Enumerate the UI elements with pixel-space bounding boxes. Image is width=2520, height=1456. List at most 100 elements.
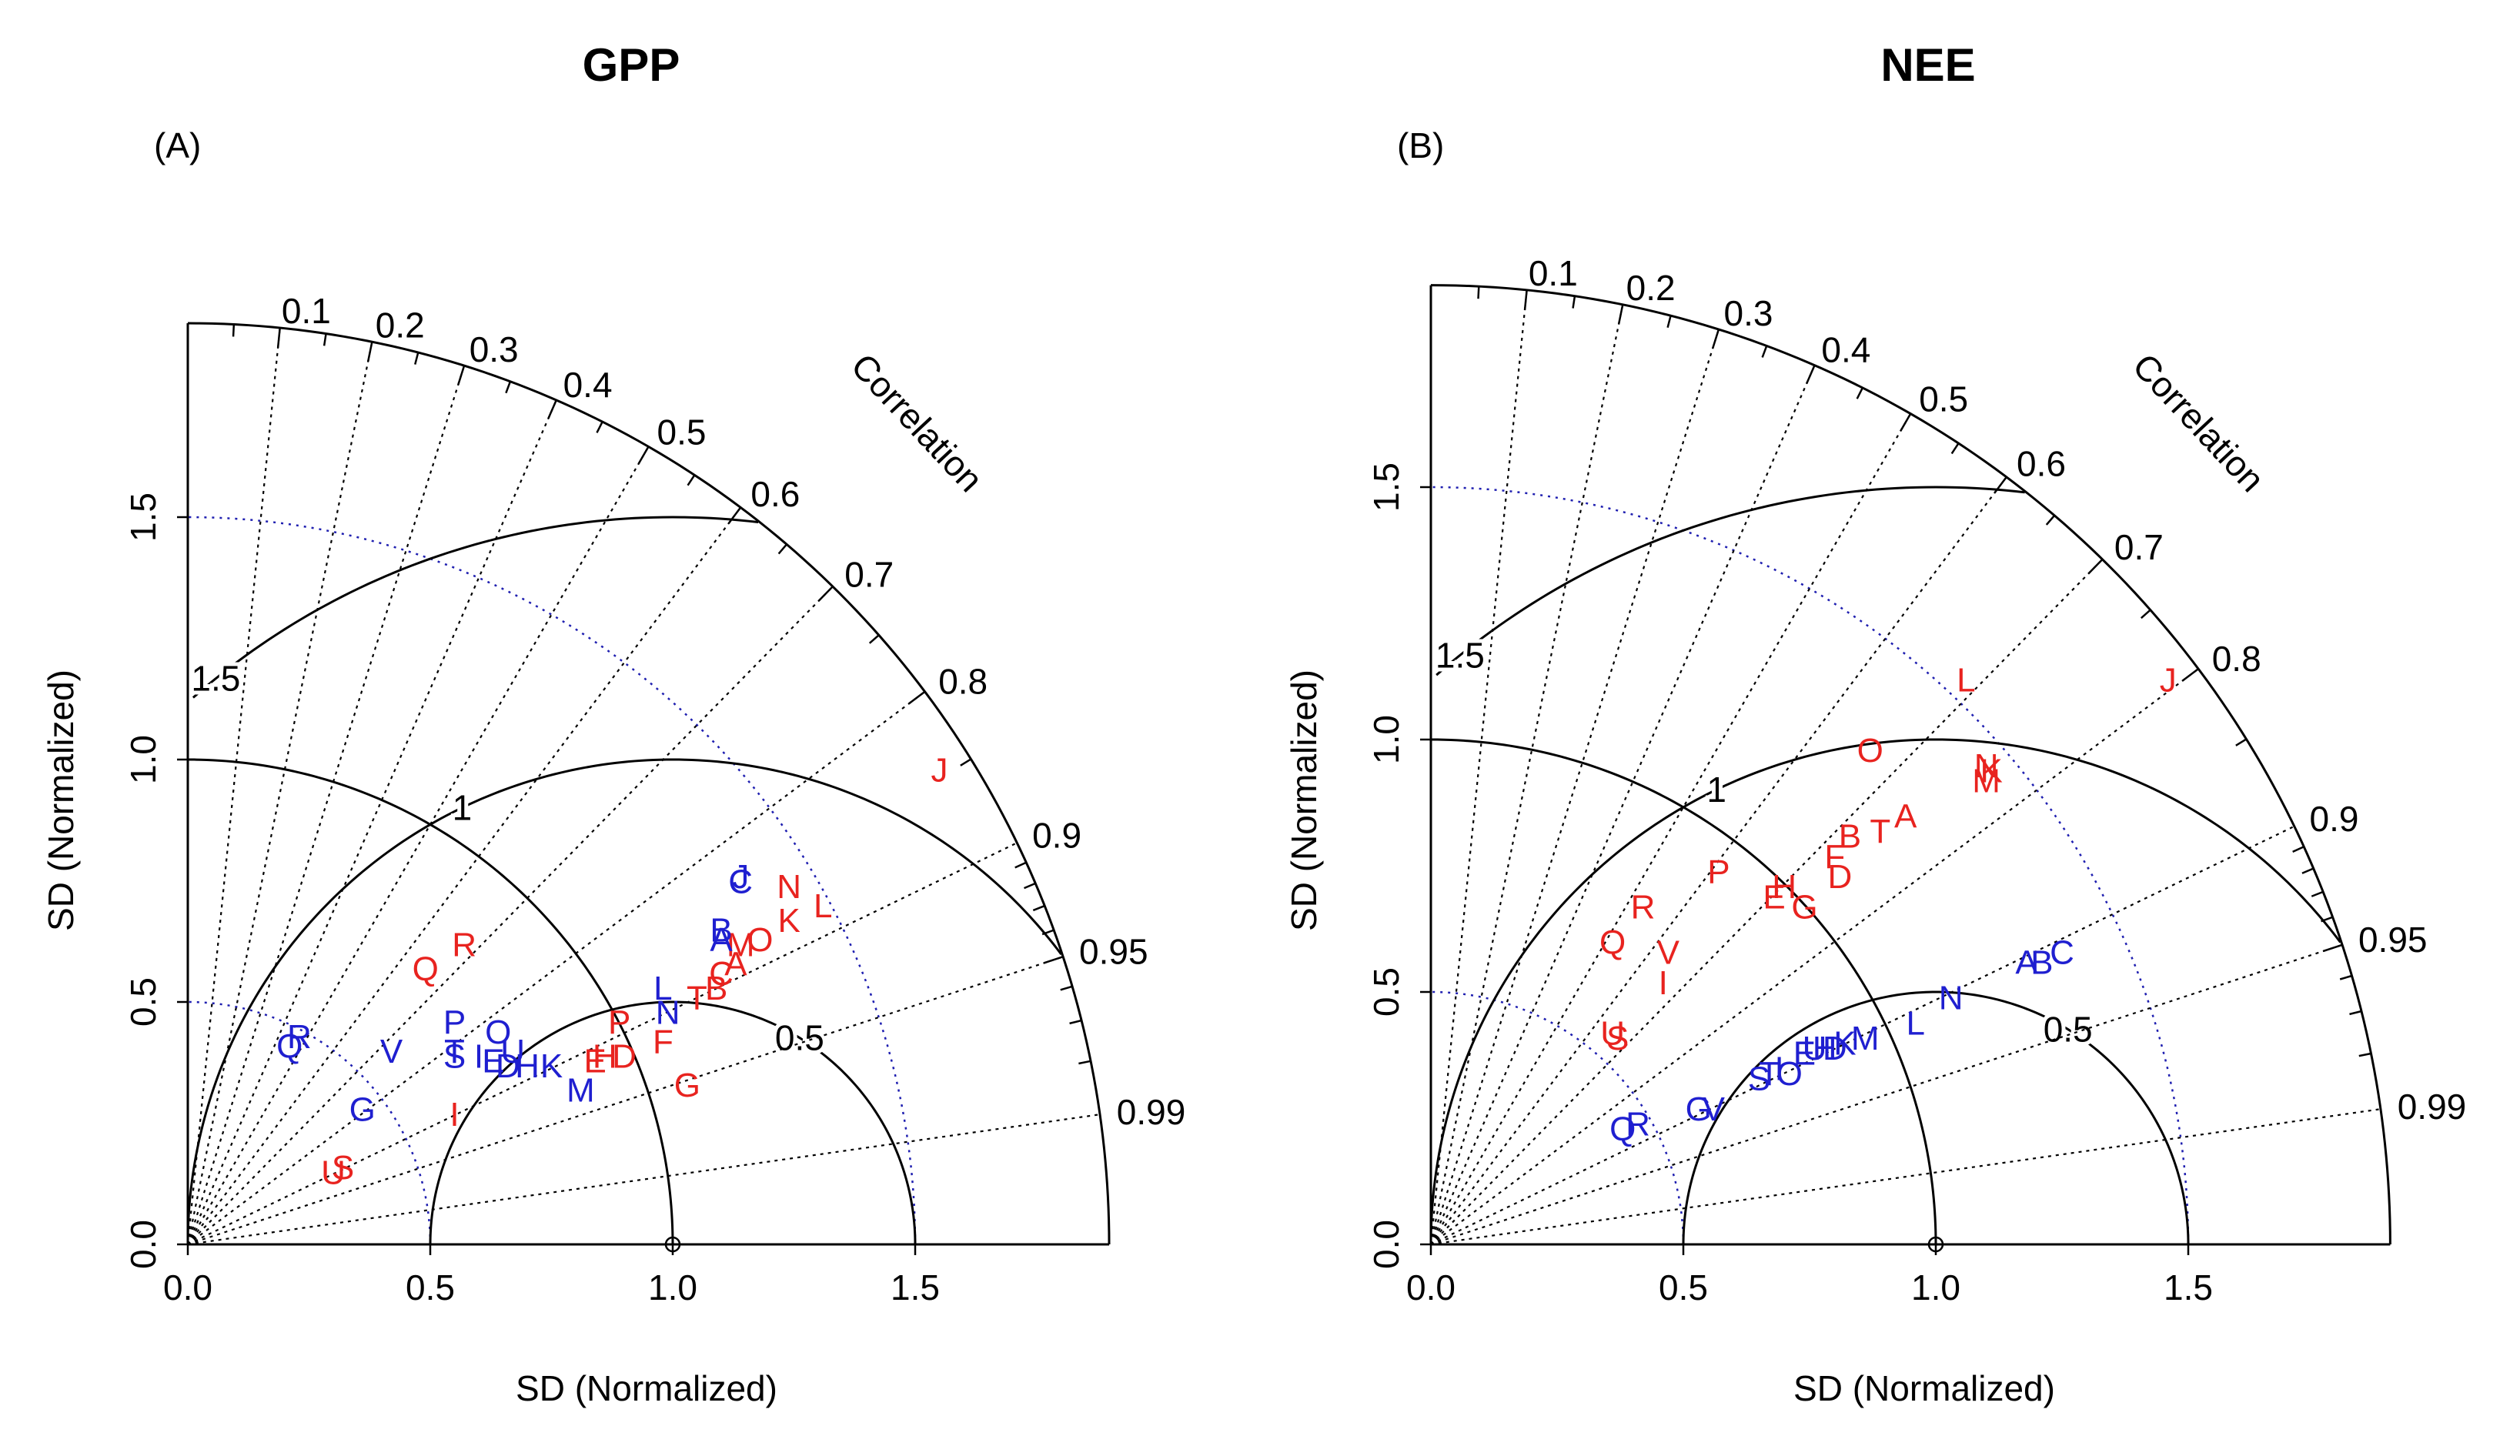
reference-point	[1927, 1236, 1944, 1253]
correlation-tick	[457, 365, 466, 386]
correlation-tick-label: 0.2	[1626, 268, 1676, 308]
correlation-tick-label: 0.3	[470, 329, 519, 369]
correlation-tick	[2339, 974, 2352, 980]
blue-point: M	[566, 1071, 595, 1109]
blue-point: E	[482, 1043, 504, 1080]
sd-reference-arc	[187, 758, 674, 1245]
correlation-tick	[2087, 559, 2104, 575]
correlation-ray	[187, 506, 742, 1245]
red-point: U	[321, 1154, 346, 1192]
correlation-tick	[2045, 515, 2056, 526]
correlation-tick	[2321, 916, 2334, 923]
red-point: Q	[413, 950, 439, 988]
correlation-tick	[1069, 1019, 1082, 1025]
panel-title: GPP	[583, 39, 680, 91]
rms-label: 0.5	[2044, 1010, 2093, 1050]
correlation-ray	[1430, 943, 2343, 1246]
correlation-tick-label: 0.5	[657, 412, 707, 452]
red-point: A	[1894, 797, 1917, 835]
correlation-tick	[2181, 668, 2199, 682]
y-tick-label: 1.5	[1366, 463, 1406, 512]
red-point: M	[1972, 762, 2000, 800]
blue-point: S	[1748, 1060, 1770, 1098]
blue-point: G	[1686, 1090, 1712, 1128]
y-tick-label: 0.0	[123, 1220, 163, 1269]
red-point: N	[777, 868, 801, 906]
rms-arc	[1429, 738, 2341, 1245]
correlation-tick	[1950, 442, 1960, 455]
red-point: P	[1707, 853, 1730, 891]
correlation-tick	[2140, 609, 2151, 619]
correlation-tick	[1666, 315, 1672, 328]
red-point: S	[332, 1149, 354, 1187]
panel-label: (B)	[1397, 125, 1444, 165]
blue-point: D	[1823, 1030, 1847, 1067]
outer-arc	[1430, 284, 2391, 1245]
blue-point: E	[1793, 1035, 1816, 1073]
correlation-tick-label: 0.4	[563, 365, 613, 405]
red-point: C	[709, 955, 734, 993]
rms-arc	[1682, 990, 2190, 1245]
x-tick-label: 0.5	[1659, 1267, 1708, 1307]
red-point: H	[593, 1037, 617, 1075]
x-tick-label: 1.0	[648, 1267, 697, 1307]
correlation-tick-label: 0.8	[938, 662, 988, 702]
red-point: O	[747, 921, 773, 959]
red-point: V	[1657, 934, 1680, 972]
blue-point: C	[728, 863, 753, 901]
red-point: J	[931, 752, 948, 790]
correlation-ray	[187, 446, 650, 1245]
correlation-tick-label: 0.6	[2017, 443, 2066, 483]
red-point: B	[705, 970, 727, 1007]
red-point: K	[778, 902, 800, 940]
correlation-tick-label: 0.99	[2398, 1087, 2467, 1127]
blue-point: V	[1703, 1090, 1726, 1128]
taylor-panel-nee: NEE (B) SD (Normalized) SD (Normalized) …	[1284, 39, 2466, 1408]
correlation-tick	[1024, 882, 1036, 890]
x-tick-label: 1.0	[1911, 1267, 1960, 1307]
red-point: L	[814, 887, 832, 925]
red-point: L	[1957, 661, 1975, 699]
blue-point: I	[1775, 1050, 1784, 1087]
correlation-tick	[1806, 365, 1816, 384]
blue-point: B	[710, 912, 732, 950]
correlation-tick	[1523, 289, 1528, 310]
correlation-ray	[186, 327, 281, 1245]
correlation-tick	[366, 341, 373, 362]
correlation-tick	[1014, 861, 1027, 869]
correlation-ray	[1429, 365, 1816, 1245]
correlation-ray	[1429, 304, 1624, 1245]
blue-point: M	[1851, 1020, 1880, 1057]
blue-point: O	[485, 1014, 511, 1051]
outer-arc	[187, 322, 1111, 1245]
correlation-tick	[1900, 412, 1912, 432]
blue-point: H	[1813, 1030, 1837, 1067]
blue-point: T	[1759, 1055, 1780, 1093]
x-axis-label: SD (Normalized)	[516, 1368, 777, 1408]
correlation-tick-label: 0.95	[1079, 931, 1148, 971]
panel-title: NEE	[1880, 39, 1975, 91]
correlation-tick	[1617, 304, 1624, 325]
correlation-tick	[414, 352, 419, 365]
blue-point: R	[287, 1018, 312, 1056]
rms-arc	[1435, 486, 2025, 676]
correlation-tick	[2358, 1052, 2371, 1057]
correlation-tick	[323, 333, 327, 346]
blue-point: J	[732, 858, 749, 896]
correlation-label: Correlation	[844, 346, 991, 499]
red-point: B	[1839, 818, 1861, 856]
correlation-tick	[1572, 296, 1576, 309]
red-point: E	[1763, 878, 1785, 916]
blue-point: K	[1833, 1025, 1856, 1063]
correlation-tick-label: 0.6	[750, 474, 800, 514]
correlation-tick	[232, 324, 236, 337]
correlation-tick	[2349, 1010, 2362, 1016]
sd-reference-arc	[1430, 738, 1937, 1245]
red-point: T	[1870, 813, 1890, 850]
red-point: F	[653, 1023, 673, 1060]
blue-point: D	[496, 1047, 520, 1085]
red-point: H	[1772, 868, 1796, 906]
correlation-tick	[1032, 904, 1045, 912]
blue-point: K	[540, 1047, 563, 1085]
